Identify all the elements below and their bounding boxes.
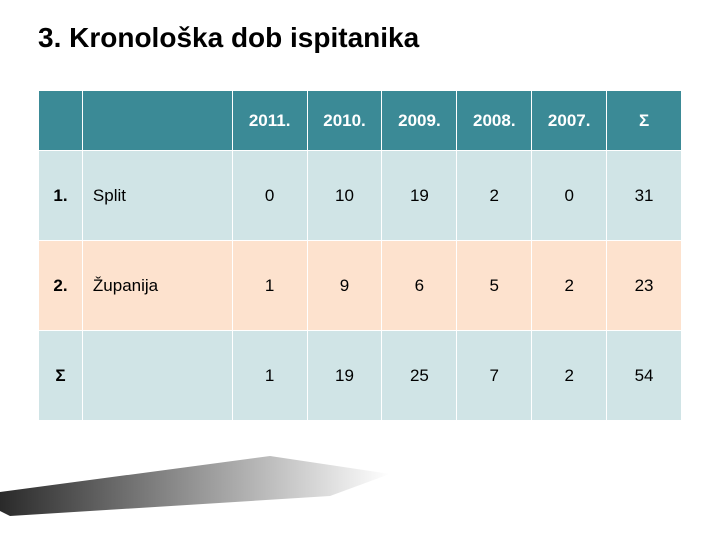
cell-2008: 7 <box>457 331 532 421</box>
data-table: 2011. 2010. 2009. 2008. 2007. Σ 1.Split0… <box>38 90 682 421</box>
header-row: 2011. 2010. 2009. 2008. 2007. Σ <box>39 91 682 151</box>
cell-2010: 10 <box>307 151 382 241</box>
cell-2008: 2 <box>457 151 532 241</box>
table-row: Σ 119257254 <box>39 331 682 421</box>
cell-2007: 0 <box>532 151 607 241</box>
row-name: Županija <box>82 241 232 331</box>
header-2007: 2007. <box>532 91 607 151</box>
cell-2010: 9 <box>307 241 382 331</box>
row-name <box>82 331 232 421</box>
row-name: Split <box>82 151 232 241</box>
decorative-shadow <box>0 456 390 516</box>
data-table-container: 2011. 2010. 2009. 2008. 2007. Σ 1.Split0… <box>38 90 682 421</box>
header-blank-2 <box>82 91 232 151</box>
cell-sum: 54 <box>607 331 682 421</box>
cell-2010: 19 <box>307 331 382 421</box>
cell-sum: 31 <box>607 151 682 241</box>
cell-2011: 1 <box>232 241 307 331</box>
table-row: 2.Županija1965223 <box>39 241 682 331</box>
row-index: Σ <box>39 331 83 421</box>
table-row: 1.Split010192031 <box>39 151 682 241</box>
row-index: 1. <box>39 151 83 241</box>
cell-2007: 2 <box>532 331 607 421</box>
header-2009: 2009. <box>382 91 457 151</box>
cell-2007: 2 <box>532 241 607 331</box>
row-index: 2. <box>39 241 83 331</box>
cell-2008: 5 <box>457 241 532 331</box>
page-title: 3. Kronološka dob ispitanika <box>38 22 419 54</box>
header-2010: 2010. <box>307 91 382 151</box>
cell-2011: 1 <box>232 331 307 421</box>
cell-2009: 6 <box>382 241 457 331</box>
header-2008: 2008. <box>457 91 532 151</box>
table-body: 1.Split0101920312.Županija1965223Σ119257… <box>39 151 682 421</box>
header-2011: 2011. <box>232 91 307 151</box>
header-sum: Σ <box>607 91 682 151</box>
cell-2011: 0 <box>232 151 307 241</box>
cell-sum: 23 <box>607 241 682 331</box>
cell-2009: 25 <box>382 331 457 421</box>
cell-2009: 19 <box>382 151 457 241</box>
header-blank-1 <box>39 91 83 151</box>
